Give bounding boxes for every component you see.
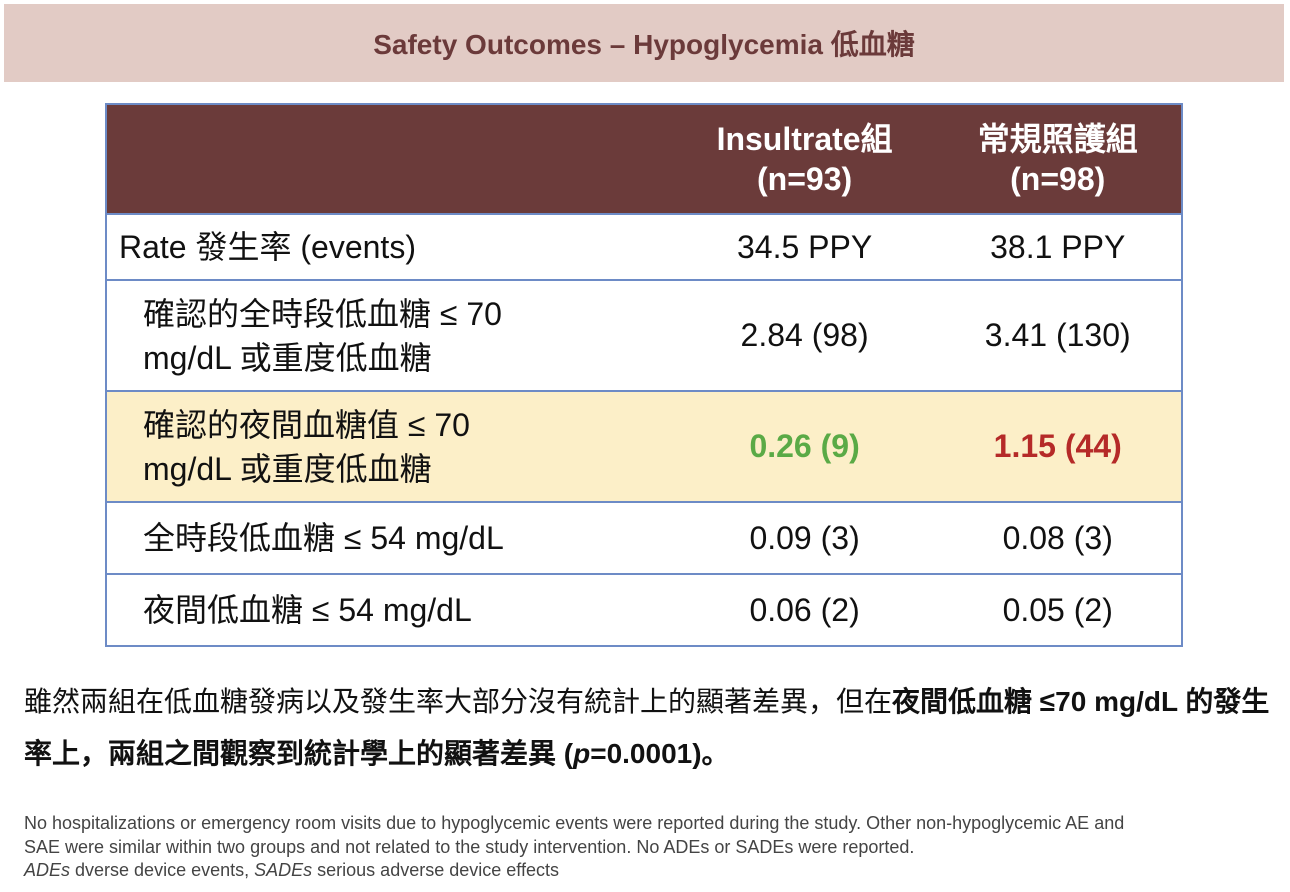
row-confirmed-nocturnal-usual-care-value: 1.15 (44) bbox=[934, 390, 1182, 502]
footnote-abbreviations: ADEs dverse device events, SADEs serious… bbox=[24, 859, 1274, 883]
row-label-line: mg/dL 或重度低血糖 bbox=[143, 339, 432, 376]
table-row-rate: Rate 發生率 (events) 34.5 PPY 38.1 PPY bbox=[106, 213, 1182, 280]
conclusion-p-value: =0.0001)。 bbox=[590, 738, 730, 769]
table-row-nocturnal-54: 夜間低血糖 ≤ 54 mg/dL 0.06 (2) 0.05 (2) bbox=[106, 573, 1182, 646]
header-insultrate-name: Insultrate組 bbox=[716, 121, 893, 157]
row-nocturnal-54-usual-care-value: 0.05 (2) bbox=[934, 573, 1182, 646]
footnote: No hospitalizations or emergency room vi… bbox=[24, 812, 1274, 883]
conclusion-p-symbol: p bbox=[573, 738, 591, 769]
footnote-ades-abbr: ADEs bbox=[24, 860, 71, 880]
row-label-rate: Rate 發生率 (events) bbox=[106, 213, 675, 280]
header-insultrate-n: (n=93) bbox=[757, 161, 853, 197]
footnote-line: SAE were similar within two groups and n… bbox=[24, 836, 915, 857]
row-label-line: 確認的夜間血糖值 ≤ 70 bbox=[143, 406, 470, 443]
row-confirmed-all-day-usual-care-value: 3.41 (130) bbox=[934, 279, 1182, 391]
title-banner: Safety Outcomes – Hypoglycemia 低血糖 bbox=[4, 4, 1284, 82]
row-nocturnal-54-insultrate-value: 0.06 (2) bbox=[674, 573, 935, 646]
row-label-all-day-54: 全時段低血糖 ≤ 54 mg/dL bbox=[106, 501, 675, 574]
conclusion-part-emphasis: 夜間低血糖 ≤70 mg/dL 的發生率上，兩組之間觀察到統計學上的顯著差異 ( bbox=[24, 686, 1270, 769]
conclusion-text: 雖然兩組在低血糖發病以及發生率大部分沒有統計上的顯著差異，但在夜間低血糖 ≤70… bbox=[24, 676, 1274, 780]
row-all-day-54-usual-care-value: 0.08 (3) bbox=[934, 501, 1182, 574]
row-rate-insultrate-value: 34.5 PPY bbox=[674, 213, 935, 280]
page-title: Safety Outcomes – Hypoglycemia 低血糖 bbox=[373, 29, 915, 60]
row-all-day-54-insultrate-value: 0.09 (3) bbox=[674, 501, 935, 574]
header-empty-cell bbox=[106, 104, 675, 214]
footnote-sades-abbr: SADEs bbox=[254, 860, 313, 880]
table-row-confirmed-nocturnal: 確認的夜間血糖值 ≤ 70 mg/dL 或重度低血糖 0.26 (9) 1.15… bbox=[106, 390, 1182, 502]
conclusion-part-regular: 雖然兩組在低血糖發病以及發生率大部分沒有統計上的顯著差異，但在 bbox=[24, 686, 893, 717]
row-label-line: 確認的全時段低血糖 ≤ 70 bbox=[143, 295, 502, 332]
table-row-all-day-54: 全時段低血糖 ≤ 54 mg/dL 0.09 (3) 0.08 (3) bbox=[106, 501, 1182, 574]
header-usual-care-group: 常規照護組 (n=98) bbox=[934, 104, 1182, 214]
footnote-line: No hospitalizations or emergency room vi… bbox=[24, 813, 1125, 833]
header-usual-care-n: (n=98) bbox=[1010, 161, 1106, 197]
table-header-row: Insultrate組 (n=93) 常規照護組 (n=98) bbox=[106, 104, 1182, 214]
table-row-confirmed-all-day: 確認的全時段低血糖 ≤ 70 mg/dL 或重度低血糖 2.84 (98) 3.… bbox=[106, 279, 1182, 391]
row-label-nocturnal-54: 夜間低血糖 ≤ 54 mg/dL bbox=[106, 573, 675, 646]
row-confirmed-nocturnal-insultrate-value: 0.26 (9) bbox=[674, 390, 935, 502]
hypoglycemia-table: Insultrate組 (n=93) 常規照護組 (n=98) Rate 發生率… bbox=[105, 103, 1183, 647]
row-rate-usual-care-value: 38.1 PPY bbox=[934, 213, 1182, 280]
header-insultrate-group: Insultrate組 (n=93) bbox=[675, 104, 935, 214]
header-usual-care-name: 常規照護組 bbox=[977, 121, 1138, 157]
row-label-confirmed-all-day: 確認的全時段低血糖 ≤ 70 mg/dL 或重度低血糖 bbox=[106, 279, 675, 391]
row-confirmed-all-day-insultrate-value: 2.84 (98) bbox=[674, 279, 935, 391]
row-label-confirmed-nocturnal: 確認的夜間血糖值 ≤ 70 mg/dL 或重度低血糖 bbox=[106, 390, 675, 502]
footnote-ades-def: dverse device events, bbox=[70, 860, 255, 880]
row-label-line: mg/dL 或重度低血糖 bbox=[143, 450, 432, 487]
footnote-sades-def: serious adverse device effects bbox=[312, 860, 559, 880]
